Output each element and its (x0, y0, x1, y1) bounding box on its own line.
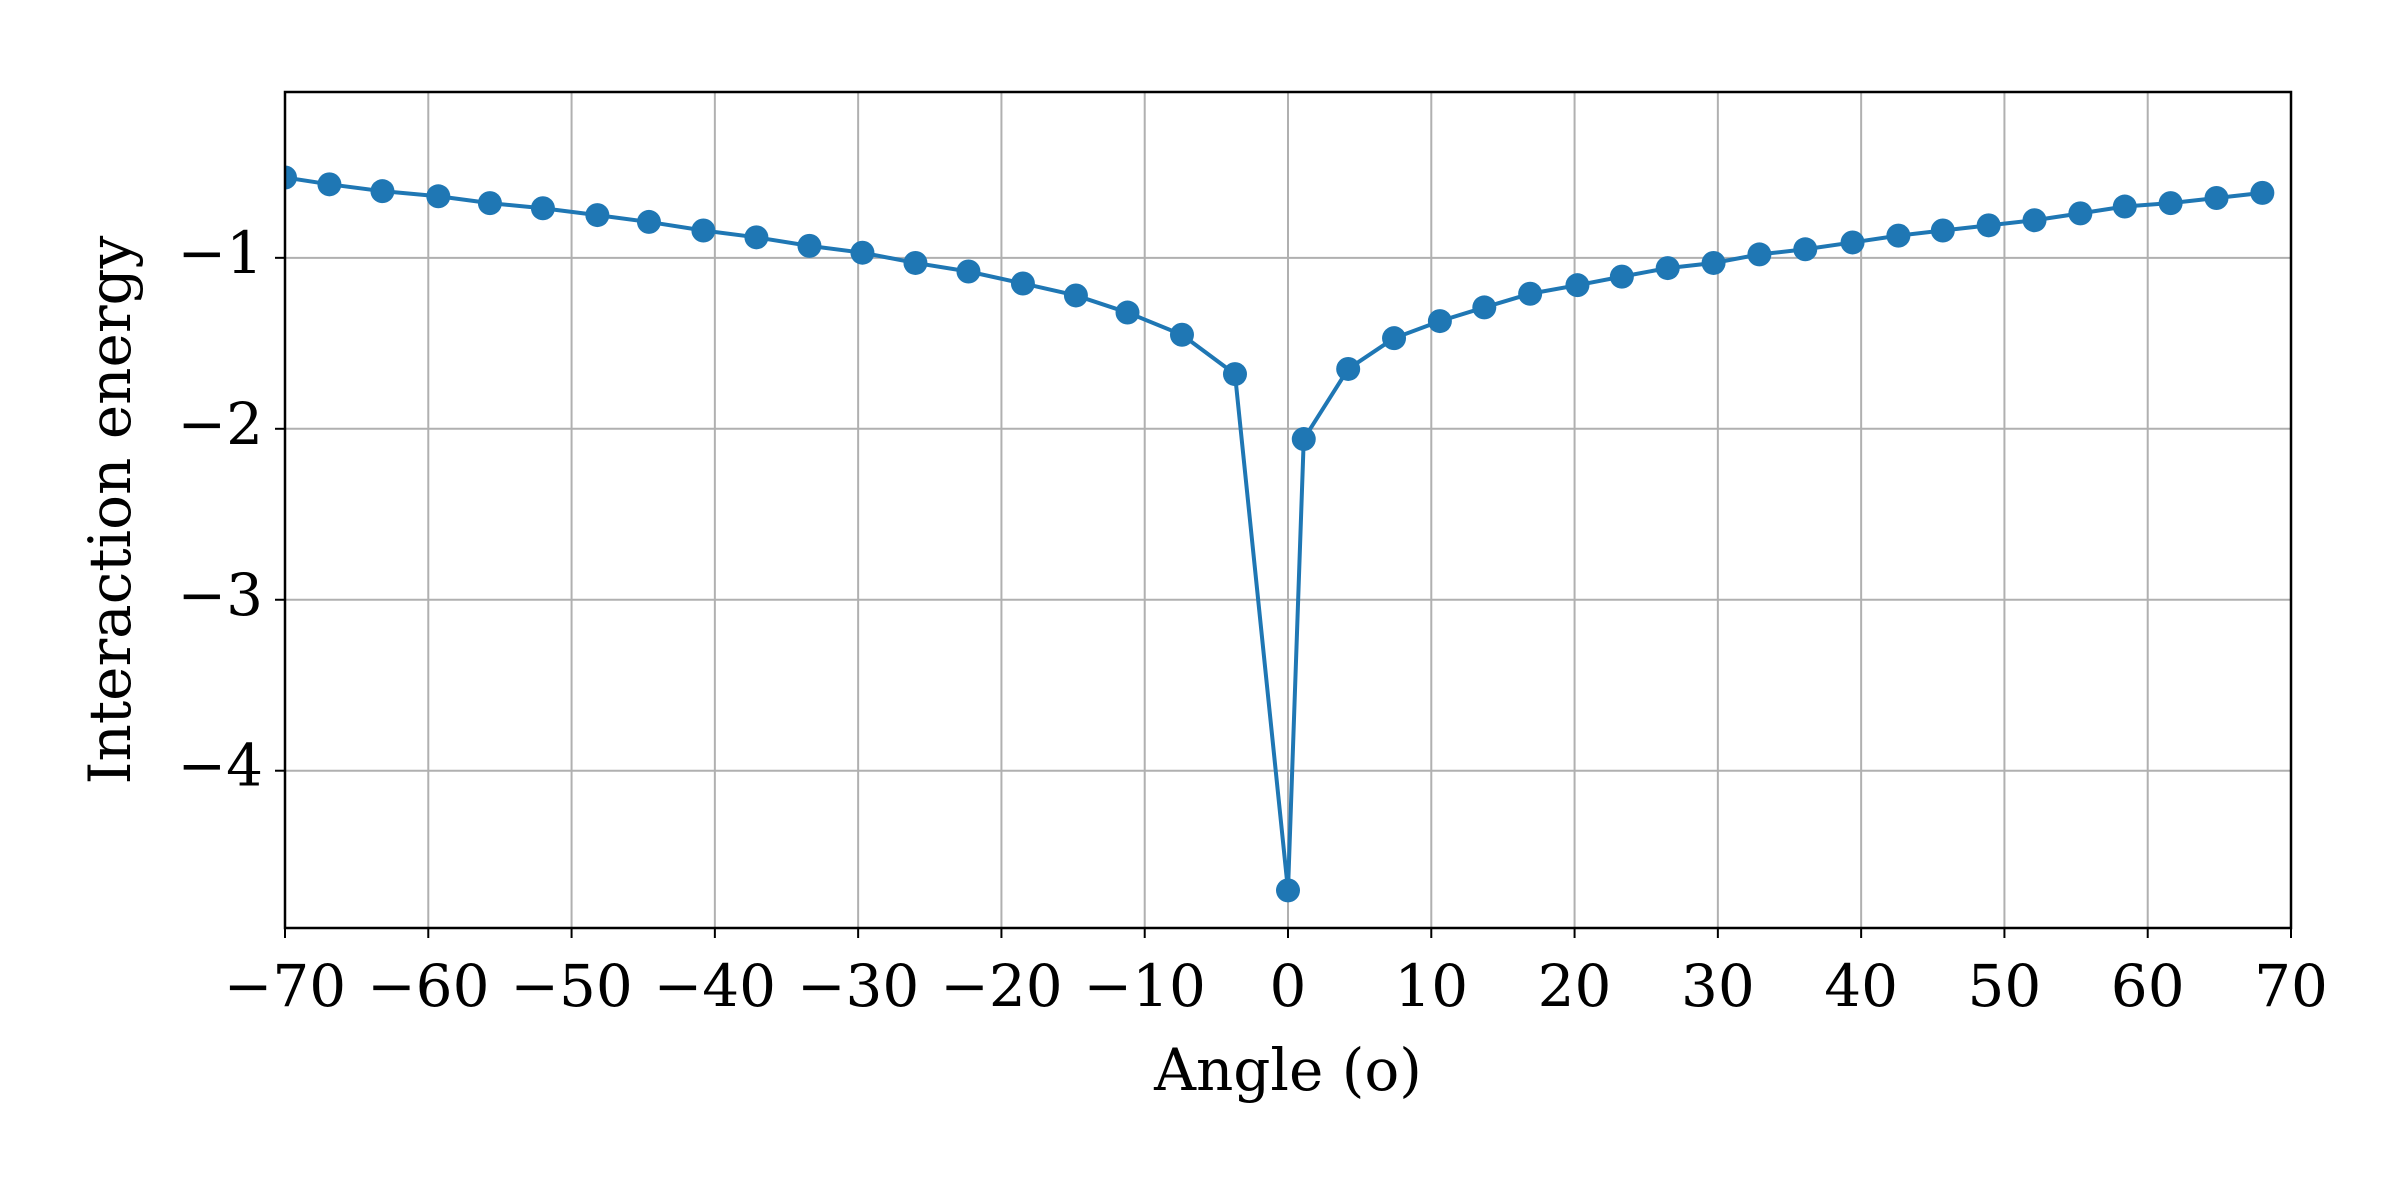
data-point (1655, 256, 1680, 281)
data-point (1840, 230, 1865, 255)
data-point (1609, 264, 1634, 289)
data-point (2068, 201, 2093, 226)
x-tick-label: 40 (1824, 952, 1898, 1020)
data-point (1382, 326, 1407, 351)
x-tick-label: 10 (1394, 952, 1468, 1020)
data-point (1976, 213, 2001, 238)
data-point (1518, 281, 1543, 306)
data-point (585, 203, 610, 228)
data-point (426, 184, 451, 209)
data-point (2250, 180, 2275, 205)
x-tick-label: −60 (367, 952, 489, 1020)
x-tick-label: −70 (224, 952, 346, 1020)
data-point (1472, 295, 1497, 320)
x-tick-label: 60 (2111, 952, 2185, 1020)
data-point (1222, 362, 1247, 387)
y-tick-label: −2 (178, 390, 264, 458)
data-point (477, 191, 502, 216)
data-point (744, 225, 769, 250)
x-tick-label: 0 (1270, 952, 1307, 1020)
data-point (636, 209, 661, 234)
data-point (285, 165, 297, 190)
data-point (797, 233, 822, 258)
data-point (1276, 878, 1300, 903)
x-tick-label: 30 (1681, 952, 1755, 1020)
data-point (1010, 271, 1035, 296)
plot-area (285, 165, 2275, 903)
data-point (2112, 194, 2137, 219)
x-tick-label: −20 (940, 952, 1062, 1020)
data-point (1793, 237, 1818, 262)
data-point (1427, 309, 1452, 334)
data-point (2204, 185, 2229, 210)
y-tick-label: −1 (178, 219, 264, 287)
data-point (1930, 218, 1955, 243)
data-line (285, 175, 2263, 891)
data-point (2022, 208, 2047, 233)
x-tick-label: 20 (1538, 952, 1612, 1020)
data-point (956, 259, 981, 284)
data-point (1115, 300, 1140, 325)
data-point (1747, 242, 1772, 267)
y-axis-label: Interaction energy (76, 235, 144, 784)
x-tick-label: 50 (1968, 952, 2042, 1020)
data-point (1063, 283, 1088, 308)
data-point (1336, 356, 1361, 381)
data-point (1169, 322, 1194, 347)
data-point (317, 172, 342, 197)
x-tick-label: −10 (1084, 952, 1206, 1020)
x-axis-label: Angle (o) (1153, 1036, 1422, 1104)
labels: −70 −60 −50 −40 −30 −20 −10 0 10 20 30 40 50 60 70 −4 −3… (178, 219, 2328, 1020)
data-point (850, 240, 875, 265)
x-tick-label: 70 (2254, 952, 2328, 1020)
x-tick-label: −30 (797, 952, 919, 1020)
data-point (1701, 250, 1726, 275)
data-point (1565, 273, 1590, 298)
y-tick-label: −3 (178, 561, 264, 629)
data-point (1886, 223, 1911, 248)
grid (284, 92, 2292, 928)
data-point (370, 179, 395, 204)
data-point (691, 218, 716, 243)
data-point (2158, 191, 2183, 216)
data-point (903, 250, 928, 275)
data-point (530, 196, 555, 221)
data-point (1291, 427, 1316, 452)
x-tick-label: −40 (654, 952, 776, 1020)
y-tick-label: −4 (178, 732, 264, 800)
x-tick-label: −50 (510, 952, 632, 1020)
